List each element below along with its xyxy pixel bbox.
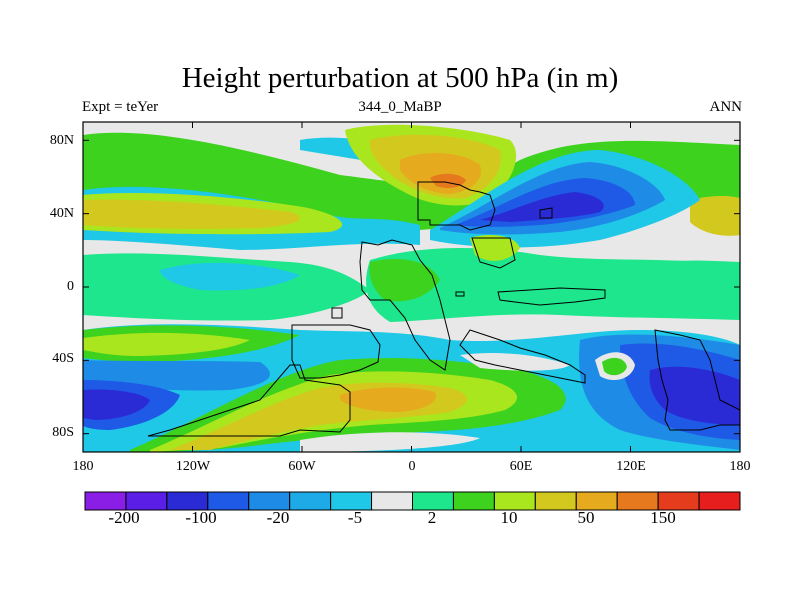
contour-southeast-ring-green: [602, 357, 627, 376]
coast-antarctica-west: [147, 364, 351, 437]
coastlines: [147, 181, 741, 437]
coast-small-isle: [331, 307, 343, 319]
colorbar-box: [698, 491, 741, 511]
x-tick-60e: 60E: [509, 459, 533, 474]
contour-south-channel-white: [460, 353, 570, 371]
x-tick-0: 0: [408, 459, 416, 474]
contour-tropics-white: [600, 237, 740, 261]
axis-ticks: [82, 122, 741, 452]
colorbar-label: -20: [266, 508, 290, 527]
coast-southeast: [654, 329, 741, 431]
colorbar-label: 2: [427, 508, 437, 527]
contour-tropics-lightgreen: [369, 259, 440, 302]
contour-northeast-yellow: [690, 195, 740, 236]
x-tick-180e: 180: [729, 459, 751, 474]
x-tick-120w: 120W: [175, 459, 211, 474]
contour-south-pole-white: [300, 432, 480, 452]
experiment-label: Expt = teYer: [82, 99, 159, 115]
contour-east-low-deep: [480, 192, 604, 222]
contour-south-high-orange: [340, 387, 436, 412]
x-tick-120e: 120E: [616, 459, 646, 474]
y-tick-80s: 80S: [52, 425, 74, 440]
coast-southamerica: [291, 324, 381, 379]
colorbar-label: 10: [500, 508, 518, 527]
colorbar-box: [452, 491, 495, 511]
coast-india: [497, 287, 606, 306]
season-label: ANN: [709, 99, 743, 115]
figure-title: Height perturbation at 500 hPa (in m): [181, 62, 619, 94]
contour-southeast-deep: [649, 366, 740, 425]
colorbar-label: -200: [108, 508, 140, 527]
coast-australia: [459, 329, 586, 384]
coast-small-isle2: [455, 291, 465, 297]
contour-field: [83, 122, 740, 452]
colorbar-box: [289, 491, 332, 511]
colorbar-box: [371, 491, 413, 511]
coast-africa: [359, 239, 451, 371]
y-tick-0: 0: [67, 279, 74, 294]
contour-northwest-gold: [83, 199, 300, 229]
coast-arabia: [471, 237, 516, 269]
y-tick-40n: 40N: [49, 206, 74, 221]
colorbar-box: [534, 491, 577, 511]
colorbar-label: -100: [185, 508, 217, 527]
coast-europe-east: [539, 207, 553, 219]
period-label: 344_0_MaBP: [358, 99, 442, 115]
colorbar-label: 150: [650, 508, 676, 527]
x-tick-60w: 60W: [288, 459, 316, 474]
contour-tropics-yellow: [470, 235, 520, 261]
colorbar-label: -5: [347, 508, 363, 527]
contour-south-yellow: [83, 332, 250, 356]
colorbar-label: 50: [577, 508, 595, 527]
y-tick-40s: 40S: [52, 351, 74, 366]
contour-tropics-mint: [366, 248, 740, 322]
x-tick-180w: 180: [72, 459, 94, 474]
colorbar: [84, 491, 741, 511]
coast-eurasia: [417, 181, 496, 231]
contour-southwest-deep: [83, 389, 150, 420]
y-tick-80n: 80N: [49, 133, 74, 148]
contour-tropics-blue: [160, 262, 300, 291]
